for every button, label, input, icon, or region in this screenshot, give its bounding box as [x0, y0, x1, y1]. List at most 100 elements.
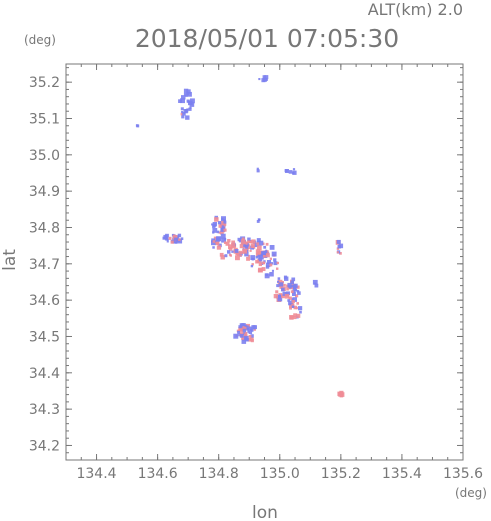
data-point [293, 313, 298, 318]
data-point [241, 237, 245, 241]
data-point [180, 237, 184, 240]
data-point [234, 249, 239, 253]
data-point [286, 291, 290, 296]
data-point [298, 306, 303, 311]
data-point [255, 259, 259, 264]
data-point [279, 285, 283, 289]
data-point [283, 283, 286, 287]
data-point [288, 300, 293, 306]
data-point [249, 240, 253, 244]
data-point [299, 310, 302, 314]
data-point [178, 99, 182, 103]
data-point [291, 277, 296, 282]
data-point [224, 238, 227, 241]
data-point [277, 295, 282, 299]
data-point [229, 254, 232, 257]
data-point [250, 243, 255, 248]
data-point [231, 250, 234, 253]
data-point [185, 94, 188, 97]
data-point [218, 231, 221, 234]
data-point [296, 285, 300, 289]
x-tick-label: 135.2 [321, 466, 361, 482]
data-point [186, 92, 189, 96]
data-point [247, 237, 251, 241]
x-tick-label: 135.4 [382, 466, 422, 482]
data-point [243, 333, 248, 338]
data-point [219, 252, 224, 257]
data-point [271, 251, 277, 257]
data-point [242, 328, 246, 333]
data-point [275, 290, 279, 294]
data-point [256, 238, 261, 243]
data-point [289, 306, 292, 310]
data-point [256, 245, 262, 251]
data-point [256, 242, 260, 246]
data-point [296, 313, 301, 318]
data-point [239, 327, 243, 331]
data-point [183, 93, 187, 96]
y-axis-title: lat [0, 249, 20, 271]
data-point [281, 294, 285, 299]
axes: 134.4 134.6 134.8 135.0 135.2 135.4 135.6 34.2 3… [29, 63, 483, 482]
data-point [250, 334, 254, 338]
data-point [256, 220, 260, 223]
data-point [235, 255, 240, 261]
data-point [251, 263, 254, 266]
data-point [231, 240, 235, 245]
data-point [220, 233, 226, 239]
data-point [181, 111, 184, 114]
data-point [261, 267, 266, 271]
data-point [277, 296, 283, 302]
data-point [290, 280, 294, 285]
data-point [296, 290, 300, 293]
data-point [288, 296, 292, 300]
data-point [312, 279, 318, 285]
y-tick-label: 34.8 [29, 220, 60, 236]
chart-title: 2018/05/01 07:05:30 [135, 24, 399, 53]
data-point [258, 257, 263, 262]
x-tick-label: 134.4 [76, 466, 116, 482]
data-point [219, 220, 224, 226]
data-point [244, 331, 248, 335]
data-point [265, 273, 268, 276]
data-point [267, 260, 272, 265]
data-point [180, 107, 184, 111]
data-point [251, 239, 256, 244]
data-point [186, 89, 191, 94]
data-point [240, 239, 246, 245]
data-point [295, 294, 299, 298]
data-point [223, 228, 227, 232]
data-point [223, 220, 227, 224]
data-point [246, 327, 249, 331]
data-point [270, 262, 274, 265]
data-point [239, 250, 243, 255]
data-point [219, 230, 224, 235]
data-point [223, 223, 227, 226]
data-point [188, 107, 192, 111]
y-tick-label: 34.9 [29, 184, 60, 200]
data-points [135, 75, 345, 398]
data-point [238, 239, 242, 243]
data-point [277, 279, 283, 285]
data-point [263, 255, 266, 258]
data-point [269, 245, 275, 250]
y-unit-label: (deg) [24, 33, 56, 47]
data-point [256, 167, 259, 170]
data-point [242, 326, 247, 330]
data-point [264, 75, 269, 80]
data-point [212, 231, 215, 234]
data-point [293, 316, 297, 320]
data-point [212, 228, 218, 233]
data-point [228, 244, 233, 249]
x-tick-label: 135.0 [260, 466, 300, 482]
data-point [166, 240, 169, 243]
altitude-label: ALT(km) 2.0 [368, 0, 463, 19]
data-point [224, 241, 227, 244]
data-point [220, 227, 226, 232]
y-tick-label: 35.1 [29, 111, 60, 127]
data-point [216, 245, 222, 250]
data-point [285, 169, 289, 173]
data-point [244, 241, 248, 245]
data-point [242, 248, 248, 254]
data-point [220, 255, 225, 260]
